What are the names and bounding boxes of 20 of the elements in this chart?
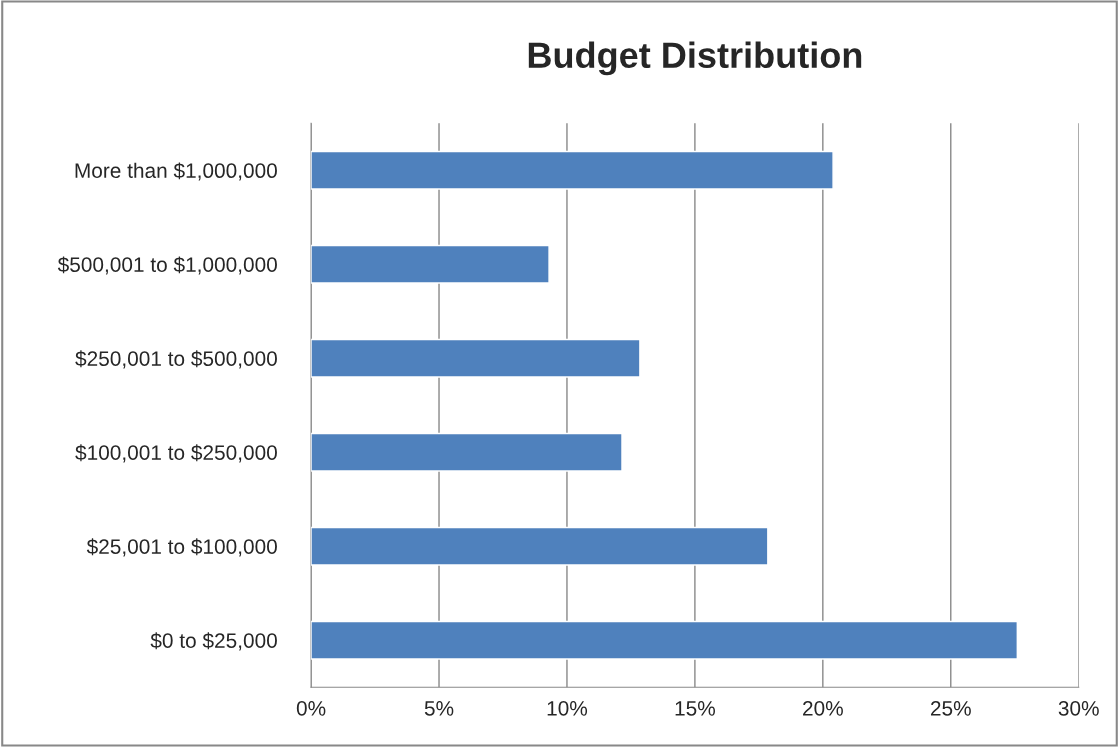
bar [311,338,641,378]
y-tick-label: $100,001 to $250,000 [75,444,277,463]
x-tick-label: 10% [547,700,588,716]
x-tick-label: 25% [930,700,971,716]
y-tick-label: More than $1,000,000 [75,162,277,181]
chart-title: Budget Distribution [528,41,862,76]
x-tick-label: 15% [675,701,716,716]
bar [311,620,1019,660]
y-tick-label: $250,001 to $500,000 [75,350,277,369]
bar [311,432,623,472]
y-tick-label: $500,001 to $1,000,000 [57,256,277,275]
x-tick-label: 30% [1058,700,1099,716]
y-tick-label: $25,001 to $100,000 [86,538,277,557]
y-tick-label: $0 to $25,000 [150,632,277,651]
x-tick-label: 20% [803,700,843,716]
bar [311,244,550,284]
x-tick-label: 5% [424,701,454,716]
x-tick-label: 0% [296,700,326,716]
bar [311,150,834,190]
bar [311,526,769,566]
